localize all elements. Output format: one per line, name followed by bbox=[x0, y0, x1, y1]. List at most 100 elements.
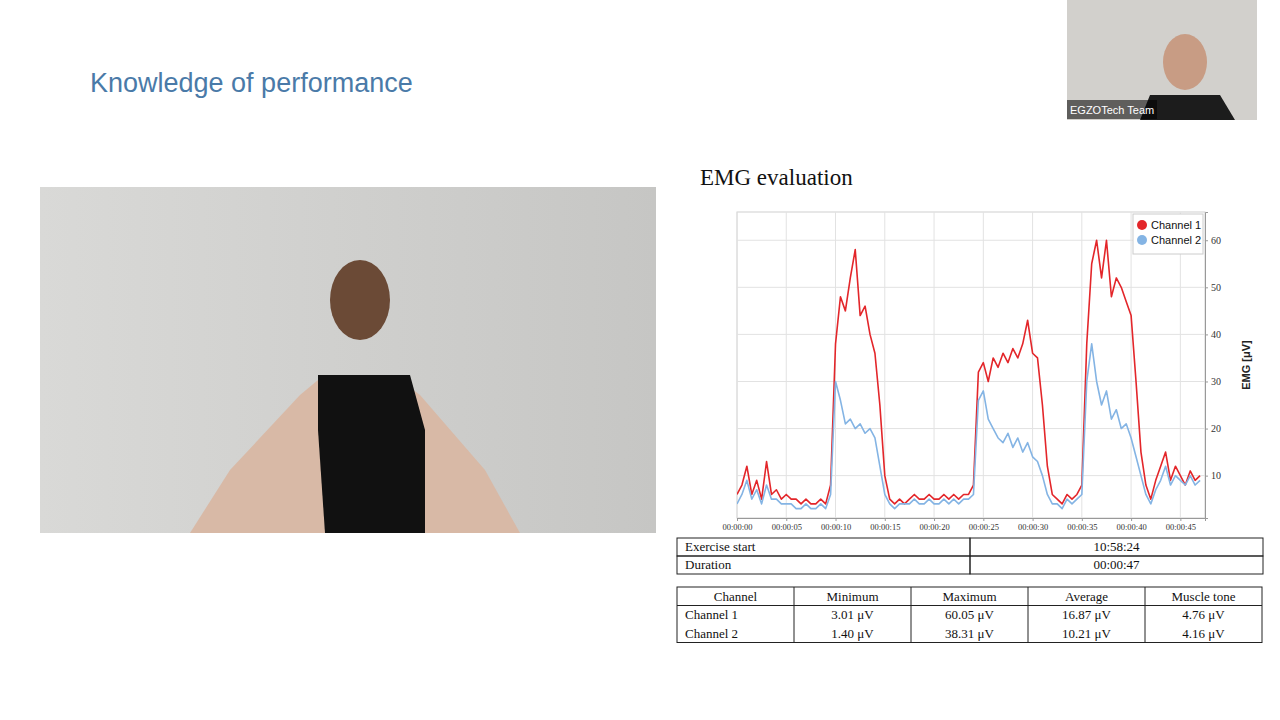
x-axis: 00:00:00 00:00:05 00:00:10 00:00:15 00:00:20… bbox=[722, 518, 1205, 532]
grid-line-x bbox=[1032, 212, 1033, 518]
y-tick: 30 bbox=[1205, 376, 1221, 387]
photo-shirt bbox=[318, 375, 425, 533]
x-tick-label: 00:00:40 bbox=[1116, 522, 1146, 532]
x-tick-label: 00:00:35 bbox=[1067, 522, 1097, 532]
y-tick-mark bbox=[1205, 381, 1208, 382]
x-tick: 00:00:25 bbox=[969, 518, 999, 532]
x-tick-label: 00:00:05 bbox=[772, 522, 802, 532]
y-tick-label: 10 bbox=[1211, 470, 1221, 481]
chart: 00:00:00 00:00:05 00:00:10 00:00:15 00:00:20… bbox=[722, 212, 1252, 532]
webcam-face bbox=[1163, 34, 1207, 90]
lines bbox=[737, 240, 1200, 508]
legend-marker bbox=[1137, 235, 1147, 245]
grid bbox=[737, 212, 1205, 518]
x-tick-mark bbox=[1131, 518, 1132, 521]
photo-head bbox=[330, 260, 390, 340]
table-cell bbox=[677, 556, 970, 574]
x-tick-label: 00:00:10 bbox=[821, 522, 851, 532]
y-tick-mark bbox=[1205, 287, 1208, 288]
series-line bbox=[737, 240, 1200, 504]
webcam-background bbox=[1067, 0, 1257, 120]
x-tick-label: 00:00:25 bbox=[969, 522, 999, 532]
table-text: 3.01 μV bbox=[831, 607, 874, 622]
y-tick: 50 bbox=[1205, 282, 1221, 293]
x-tick-label: 00:00:00 bbox=[722, 522, 752, 532]
grid-line-y bbox=[737, 334, 1205, 335]
photo bbox=[40, 187, 656, 533]
y-tick: 40 bbox=[1205, 329, 1221, 340]
table-text: 4.76 μV bbox=[1182, 607, 1225, 622]
table-cell bbox=[970, 538, 1263, 556]
x-axis-line bbox=[738, 519, 1206, 522]
table-header: Minimum bbox=[826, 589, 878, 604]
x-tick: 00:00:05 bbox=[772, 518, 802, 532]
table-text: 10.21 μV bbox=[1062, 626, 1111, 641]
x-tick-mark bbox=[737, 518, 738, 521]
grid-line-y bbox=[737, 475, 1205, 476]
y-tick: 60 bbox=[1205, 235, 1221, 246]
table-header: Channel bbox=[714, 589, 758, 604]
table-rule bbox=[1028, 587, 1029, 643]
table-text: 00:00:47 bbox=[1093, 557, 1140, 572]
y-tick: 10 bbox=[1205, 470, 1221, 481]
table-text: Channel 1 bbox=[685, 607, 738, 622]
table-text: Channel 2 bbox=[685, 626, 738, 641]
y-tick-label: 40 bbox=[1211, 329, 1221, 340]
y-axis-line bbox=[1206, 213, 1209, 519]
table-rule bbox=[1145, 587, 1146, 643]
grid-line-y bbox=[737, 428, 1205, 429]
legend-marker bbox=[1137, 220, 1147, 230]
legend-label: Channel 2 bbox=[1151, 234, 1201, 246]
x-tick-label: 00:00:20 bbox=[919, 522, 949, 532]
table-rule bbox=[677, 605, 1262, 606]
x-tick: 00:00:00 bbox=[722, 518, 752, 532]
grid-line-x bbox=[737, 212, 738, 518]
presenter-label: EGZOTech Team bbox=[1070, 104, 1154, 116]
plot-frame bbox=[737, 212, 1205, 518]
table-rule bbox=[794, 587, 795, 643]
x-tick-mark bbox=[786, 518, 787, 521]
x-tick: 00:00:40 bbox=[1116, 518, 1146, 532]
y-tick-label: 30 bbox=[1211, 376, 1221, 387]
x-tick-mark bbox=[1033, 518, 1034, 521]
x-tick: 00:00:35 bbox=[1067, 518, 1097, 532]
table-text: Duration bbox=[685, 557, 732, 572]
legend-box bbox=[1133, 214, 1203, 254]
photo-background bbox=[40, 187, 656, 533]
chart-title: EMG evaluation bbox=[700, 165, 853, 190]
x-tick-mark bbox=[1082, 518, 1083, 521]
y-tick-mark bbox=[1205, 240, 1208, 241]
y-tick-label: 60 bbox=[1211, 235, 1221, 246]
table-text: Exercise start bbox=[685, 539, 756, 554]
x-tick: 00:00:15 bbox=[870, 518, 900, 532]
table-text: 60.05 μV bbox=[945, 607, 994, 622]
table-cell bbox=[677, 538, 970, 556]
series-line bbox=[737, 344, 1200, 509]
grid-line-x bbox=[934, 212, 935, 518]
table-text: 38.31 μV bbox=[945, 626, 994, 641]
y-axis-title: EMG [μV] bbox=[1240, 340, 1252, 390]
y-tick-mark bbox=[1205, 429, 1208, 430]
table-text: 4.16 μV bbox=[1182, 626, 1225, 641]
y-tick-label: 50 bbox=[1211, 282, 1221, 293]
x-tick: 00:00:20 bbox=[919, 518, 949, 532]
table-text: 16.87 μV bbox=[1062, 607, 1111, 622]
y-axis: 10 20 30 40 50 60 bbox=[1205, 213, 1221, 519]
y-tick-label: 20 bbox=[1211, 423, 1221, 434]
x-tick-label: 00:00:30 bbox=[1018, 522, 1048, 532]
table-text: 10:58:24 bbox=[1093, 539, 1140, 554]
y-tick-mark bbox=[1205, 476, 1208, 477]
x-tick: 00:00:10 bbox=[821, 518, 851, 532]
grid-line-x bbox=[1131, 212, 1132, 518]
x-tick-mark bbox=[983, 518, 984, 521]
x-tick: 00:00:45 bbox=[1166, 518, 1196, 532]
x-tick-mark bbox=[1180, 518, 1181, 521]
x-tick-mark bbox=[885, 518, 886, 521]
table-text: 1.40 μV bbox=[831, 626, 874, 641]
legend-label: Channel 1 bbox=[1151, 219, 1201, 231]
info-table: Exercise start 10:58:24 Duration 00:00:47 bbox=[677, 538, 1263, 574]
y-tick: 20 bbox=[1205, 423, 1221, 434]
x-tick: 00:00:30 bbox=[1018, 518, 1048, 532]
slide: Knowledge of performanceEGZOTech TeamEMG… bbox=[0, 0, 1280, 720]
grid-line-y bbox=[737, 381, 1205, 382]
